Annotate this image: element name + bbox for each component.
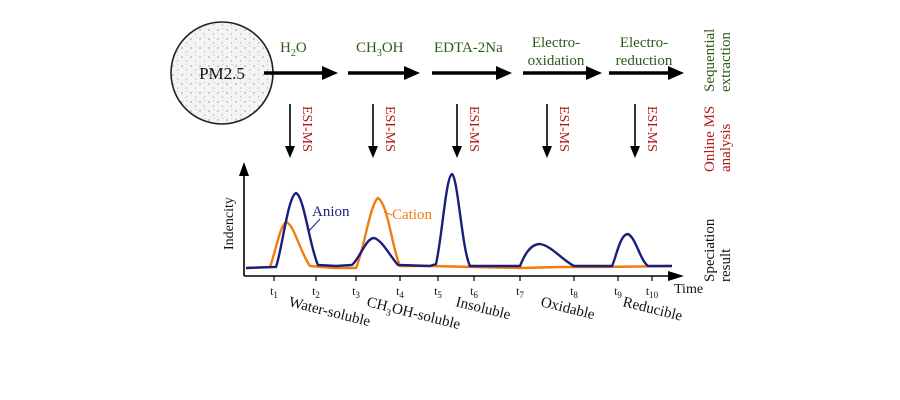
esi-arrow-5: ESI-MS <box>630 104 659 158</box>
step-arrows <box>264 66 684 80</box>
x-axis-arrowhead <box>668 271 684 281</box>
tick-label: t3 <box>352 284 360 300</box>
legend-anion: Anion <box>312 204 350 220</box>
phase-label-insoluble: Insoluble <box>454 294 512 323</box>
tick-label: t4 <box>396 284 404 300</box>
esi-label-3: ESI-MS <box>466 106 481 152</box>
phase-label-ch3oh-soluble: CH3OH-soluble <box>364 294 462 336</box>
step-arrow-1 <box>264 66 338 80</box>
step-label-3: EDTA-2Na <box>434 40 503 56</box>
step-arrow-5 <box>609 66 684 80</box>
step-label-5: Electro-reduction <box>616 35 673 69</box>
step-arrow-3 <box>432 66 512 80</box>
side-label-sequential: Sequential extraction <box>702 25 734 92</box>
time-ticks: t1 t2 t3 t4 t5 t6 t7 t8 t9 t10 <box>270 276 659 300</box>
esi-arrow-4: ESI-MS <box>542 104 571 158</box>
esi-arrow-2: ESI-MS <box>368 104 397 158</box>
esi-arrow-3: ESI-MS <box>452 104 481 158</box>
x-axis-label: Time <box>674 282 703 297</box>
tick-label: t10 <box>646 284 659 300</box>
esi-arrow-1: ESI-MS <box>285 104 314 158</box>
tick-label: t9 <box>614 284 622 300</box>
tick-label: t6 <box>470 284 478 300</box>
anion-leader-line <box>307 218 321 233</box>
step-label-4: Electro-oxidation <box>528 35 585 69</box>
tick-label: t2 <box>312 284 320 300</box>
step-arrow-4 <box>523 66 602 80</box>
step-label-2: CH3OH <box>356 40 404 59</box>
esi-label-2: ESI-MS <box>382 106 397 152</box>
phase-labels: Water-soluble CH3OH-soluble Insoluble Ox… <box>287 294 684 336</box>
esi-label-5: ESI-MS <box>644 106 659 152</box>
tick-label: t1 <box>270 284 278 300</box>
sample-circle: PM2.5 <box>170 21 274 125</box>
cation-curve <box>245 196 673 270</box>
tick-label: t8 <box>570 284 578 300</box>
esi-label-4: ESI-MS <box>556 106 571 152</box>
y-axis-label: Indencity <box>222 197 237 250</box>
phase-label-oxidable: Oxidable <box>539 294 597 323</box>
esi-arrows: ESI-MS ESI-MS ESI-MS ESI-MS ESI-MS <box>285 104 659 158</box>
y-axis-arrowhead <box>239 162 249 176</box>
side-label-online: Online MS analysis <box>702 102 734 172</box>
legend-cation: Cation <box>392 207 432 223</box>
axes <box>239 162 684 281</box>
anion-curve <box>245 172 672 270</box>
step-label-1: H2O <box>280 40 307 59</box>
esi-label-1: ESI-MS <box>299 106 314 152</box>
tick-label: t5 <box>434 284 442 300</box>
side-label-speciation: Speciation result <box>702 215 734 282</box>
sample-label: PM2.5 <box>199 64 245 83</box>
cation-leader-line <box>383 211 393 216</box>
tick-label: t7 <box>516 284 524 300</box>
step-arrow-2 <box>348 66 420 80</box>
